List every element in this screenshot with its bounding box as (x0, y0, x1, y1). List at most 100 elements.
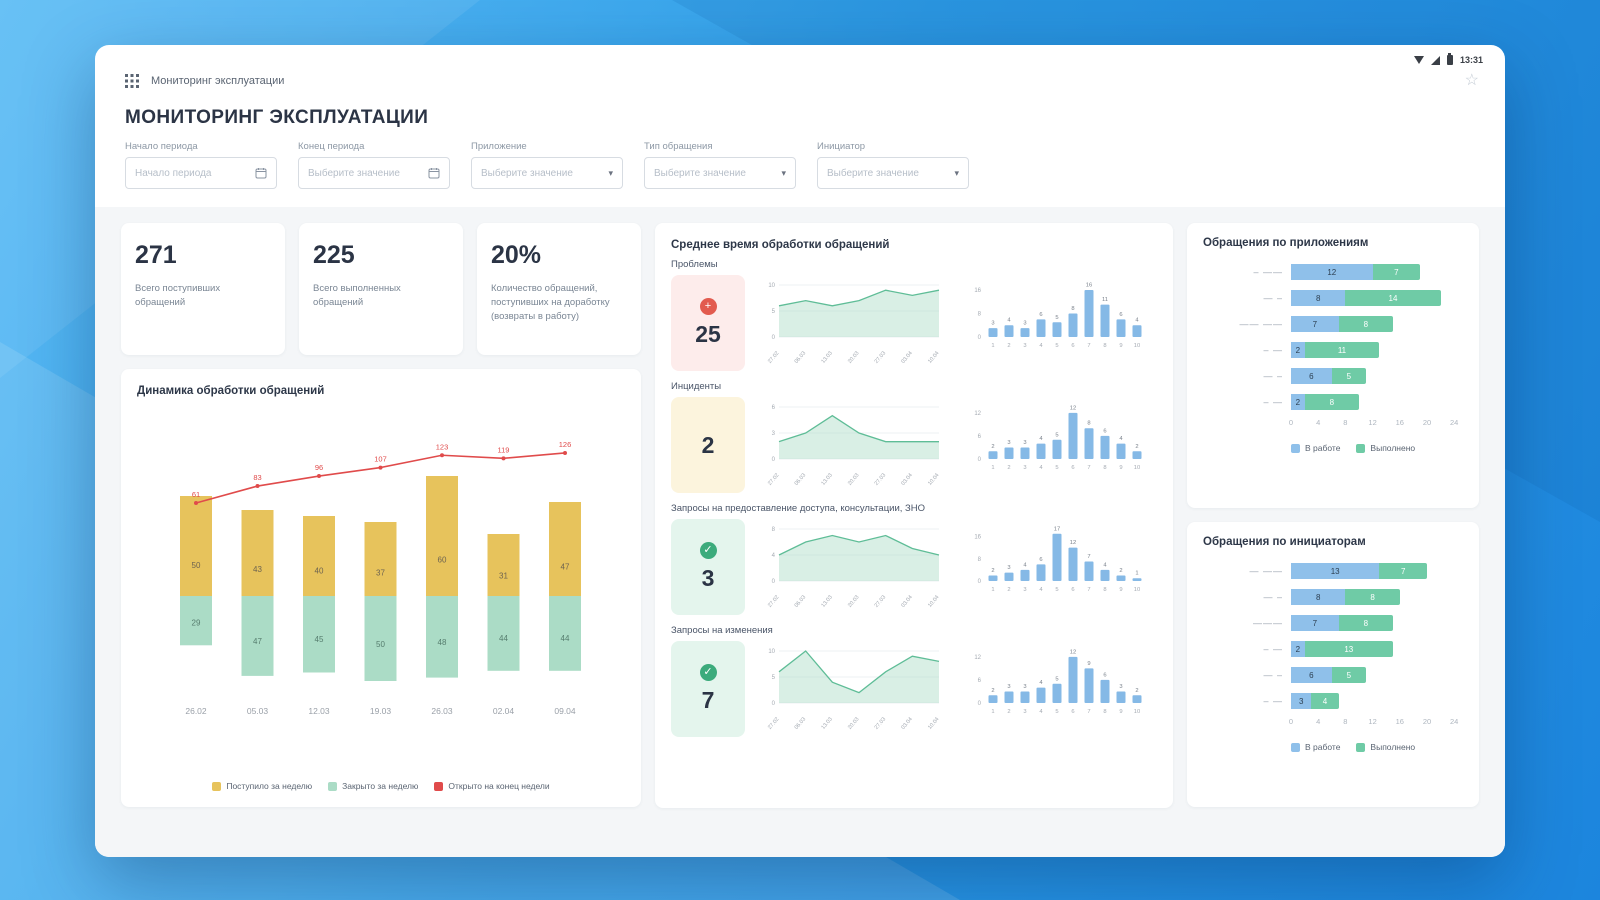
mini-bar (1068, 412, 1078, 459)
avg-section-label: Запросы на предоставление доступа, консу… (671, 503, 926, 514)
in-work-segment: 2 (1291, 394, 1305, 410)
done-segment: 5 (1331, 667, 1366, 683)
legend-swatch (434, 781, 444, 791)
avg-bar-chart: 12 6 0 2 1 3 2 3 3 4 4 5 5 12 6 9 7 6 8 3 9 2 10 (974, 649, 1142, 715)
svg-text:10.04: 10.04 (927, 472, 940, 486)
hbar-row: – — 3 4 (1203, 688, 1463, 714)
svg-text:3: 3 (1119, 684, 1122, 690)
done-segment: 7 (1372, 264, 1421, 280)
svg-text:1: 1 (991, 587, 994, 593)
mini-bar (1132, 578, 1142, 581)
date-input-start[interactable] (125, 157, 277, 189)
chevron-down-icon: ▾ (608, 167, 613, 178)
filter-bar: Начало периода Конец периода (95, 135, 1505, 207)
done-segment: 14 (1345, 290, 1441, 306)
svg-text:8: 8 (1071, 306, 1074, 312)
by-application-chart: – —— 12 7— –8 14 —— —— 7 8– —2 11— –6 5– —2 8 0 4 8 1… (1203, 259, 1463, 453)
svg-text:3: 3 (991, 321, 994, 327)
svg-text:11: 11 (1102, 297, 1108, 303)
mini-bar (1036, 564, 1046, 581)
svg-text:6: 6 (978, 434, 982, 440)
filter-period-end: Конец периода (298, 141, 450, 189)
middle-column: Среднее время обработки обращений Пробле… (655, 223, 1173, 808)
svg-text:9: 9 (1119, 465, 1122, 471)
in-work-segment: 6 (1291, 368, 1332, 384)
mini-bar (1004, 447, 1014, 459)
apps-grid-icon[interactable] (125, 74, 139, 88)
calendar-icon[interactable] (428, 167, 440, 179)
initiator-select[interactable]: Выберите значение ▾ (817, 157, 969, 189)
dynamics-svg: 50 43 40 37 60 31 47 29 47 45 50 48 44 44 61 83 96 107 123… (180, 440, 581, 716)
svg-text:8: 8 (1103, 465, 1106, 471)
legend-item: Поступило за неделю (212, 781, 312, 791)
axis-tick-label: 8 (1343, 418, 1348, 427)
check-circle-icon: ✓ (699, 664, 717, 681)
received-bar (487, 534, 520, 596)
hbar-axis: 0 4 8 12 16 20 24 (1289, 714, 1463, 728)
svg-text:4: 4 (1119, 436, 1123, 442)
svg-text:4: 4 (1039, 465, 1043, 471)
svg-text:3: 3 (1023, 321, 1026, 327)
svg-text:0: 0 (978, 579, 982, 585)
favorite-star-icon[interactable]: ☆ (1464, 72, 1479, 89)
hbar-row-label: – — (1263, 696, 1283, 706)
hbar-rows: — —— 13 7— –8 8 ——— 7 8– —2 13— –6 5– —3 4 (1203, 558, 1463, 714)
request-type-select[interactable]: Выберите значение ▾ (644, 157, 796, 189)
hbar-row: —— —— 7 8 (1203, 311, 1463, 337)
svg-text:27.02: 27.02 (767, 350, 780, 364)
svg-text:17: 17 (1054, 526, 1060, 532)
date-input-start-field[interactable] (135, 167, 249, 179)
hbar-row-label: — – (1263, 293, 1283, 303)
avg-status-card: ✓ 3 (671, 519, 745, 615)
date-input-end[interactable] (298, 157, 450, 189)
hbar-row: – — 2 13 (1203, 636, 1463, 662)
avg-area-chart: 6 3 0 27.02 06.03 13.03 20.03 27.03 03.04 10.04 (767, 405, 940, 487)
legend-label: В работе (1305, 443, 1341, 453)
application-select[interactable]: Выберите значение ▾ (471, 157, 623, 189)
hbar-row: – — 2 11 (1203, 337, 1463, 363)
mini-bar (1116, 319, 1126, 337)
kpi-value: 271 (135, 241, 177, 269)
mini-bar (1100, 435, 1110, 459)
mini-bar (1084, 289, 1094, 337)
mini-bar (1004, 325, 1014, 337)
svg-text:12: 12 (974, 411, 981, 417)
date-input-end-field[interactable] (308, 167, 422, 179)
mini-bar (1084, 561, 1094, 581)
axis-tick-label: 16 (1395, 717, 1404, 726)
svg-text:107: 107 (374, 455, 387, 464)
legend-label: Выполнено (1370, 742, 1416, 752)
svg-text:3: 3 (1023, 343, 1026, 349)
hbar-row-label: – — (1263, 644, 1283, 654)
calendar-icon[interactable] (255, 167, 267, 179)
legend-label: Открыто на конец недели (448, 781, 550, 791)
axis-tick-label: 8 (1343, 717, 1348, 726)
mini-bar (988, 575, 998, 581)
mini-bar (1116, 443, 1126, 459)
received-bar (364, 522, 397, 596)
svg-text:8: 8 (772, 527, 776, 533)
svg-text:06.03: 06.03 (794, 472, 807, 486)
dynamics-chart-card: Динамика обработки обращений 50 43 40 37 60 3… (121, 369, 641, 807)
received-bar (303, 516, 335, 596)
done-segment: 8 (1304, 394, 1359, 410)
svg-text:2: 2 (1007, 343, 1010, 349)
mini-bar (1068, 656, 1078, 703)
avg-area-chart: 10 5 0 27.02 06.03 13.03 20.03 27.03 03.04 10.04 (767, 649, 940, 731)
legend-item: В работе (1291, 443, 1340, 453)
filter-label: Тип обращения (644, 141, 713, 152)
in-work-segment: 6 (1291, 667, 1332, 683)
avg-value: 25 (695, 321, 721, 347)
avg-section-charts: ✓ 7 10 5 0 27.02 06.03 13.03 20.03 27.03 03.04 10.0… (671, 641, 1157, 737)
legend-label: Выполнено (1370, 443, 1416, 453)
done-segment: 4 (1311, 693, 1339, 709)
svg-text:13.03: 13.03 (820, 594, 833, 608)
svg-text:8: 8 (978, 557, 982, 563)
svg-text:48: 48 (438, 638, 447, 647)
svg-text:6: 6 (1039, 312, 1042, 318)
svg-text:61: 61 (192, 490, 200, 499)
